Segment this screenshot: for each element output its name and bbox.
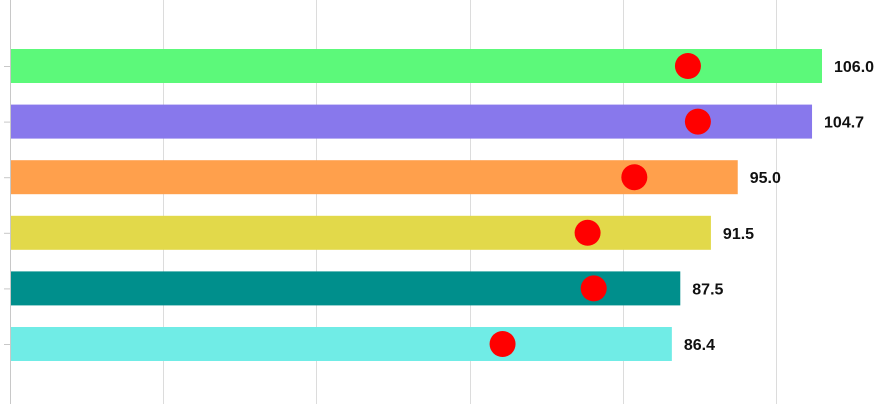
bar-value-label-5: 86.4 — [684, 337, 715, 354]
marker-dot-0 — [674, 53, 701, 79]
value-labels: 106.0 104.7 95.0 91.5 87.5 86.4 — [684, 59, 874, 354]
marker-dot-2 — [621, 164, 648, 191]
bar-2 — [11, 160, 738, 195]
bar-4 — [11, 271, 681, 306]
marker-dot-1 — [684, 108, 711, 135]
markers — [489, 53, 711, 357]
bar-value-label-4: 87.5 — [692, 281, 723, 298]
bar-value-label-0: 106.0 — [834, 59, 874, 76]
marker-dot-5 — [489, 331, 516, 357]
bar-3 — [11, 215, 711, 250]
bar-value-label-1: 104.7 — [824, 115, 864, 132]
marker-dot-4 — [580, 275, 607, 302]
bars — [11, 49, 822, 361]
bar-value-label-2: 95.0 — [750, 170, 781, 187]
bar-5 — [11, 327, 672, 361]
marker-dot-3 — [574, 219, 601, 246]
bar-value-label-3: 91.5 — [723, 226, 754, 243]
bar-1 — [11, 104, 813, 139]
